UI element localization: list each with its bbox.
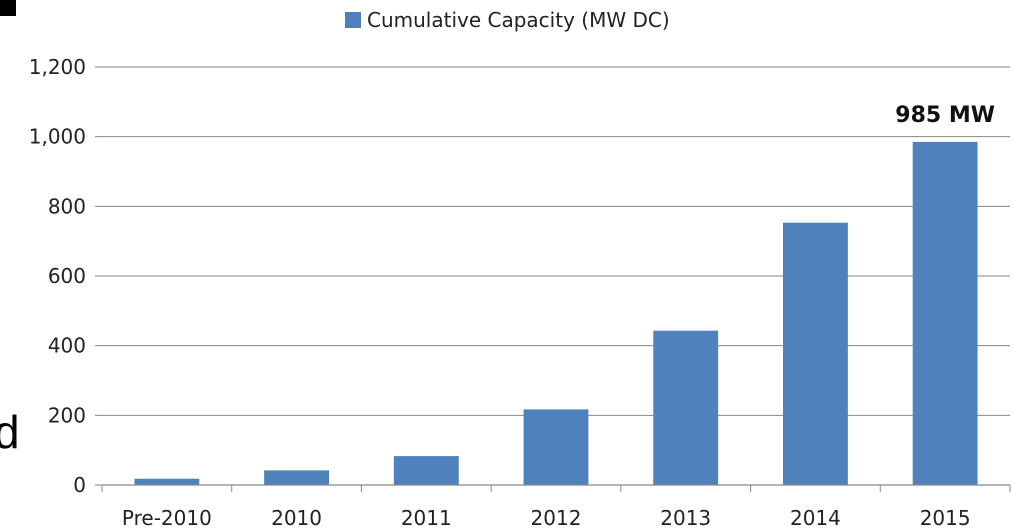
bar-annotation: 985 MW (895, 103, 995, 128)
y-tick-label: 600 (48, 264, 86, 288)
x-tick-label: 2010 (271, 506, 322, 529)
x-tick-label: 2011 (401, 506, 452, 529)
x-tick-label: 2015 (920, 506, 971, 529)
y-tick-label: 200 (48, 403, 86, 427)
y-tick-label: 400 (48, 334, 86, 358)
bar-pre-2010 (134, 478, 200, 485)
x-axis-ticks: Pre-2010 2010 2011 2012 2013 2014 2015 (101, 485, 1011, 529)
y-tick-label: 1,000 (29, 125, 86, 149)
slide-edge-letter: d (0, 406, 20, 458)
bar-2013 (653, 330, 719, 485)
bar-2011 (393, 456, 459, 485)
bar-2012 (523, 409, 589, 485)
legend-label: Cumulative Capacity (MW DC) (367, 8, 670, 32)
x-tick-label: 2012 (531, 506, 582, 529)
y-tick-label: 800 (48, 194, 86, 218)
y-tick-label: 0 (73, 473, 86, 497)
x-tick-label: 2013 (660, 506, 711, 529)
x-tick-label: Pre-2010 (122, 506, 212, 529)
bar-2010 (264, 470, 329, 485)
y-axis-ticks: 0 200 400 600 800 1,000 1,200 (29, 55, 102, 497)
slide-edge-mark (0, 0, 16, 16)
bar-2015 (912, 141, 978, 485)
bar-2014 (783, 222, 848, 485)
x-tick-label: 2014 (790, 506, 841, 529)
y-tick-label: 1,200 (29, 55, 86, 79)
gridlines (102, 66, 1010, 416)
legend-swatch (345, 12, 361, 28)
bars (134, 141, 978, 485)
